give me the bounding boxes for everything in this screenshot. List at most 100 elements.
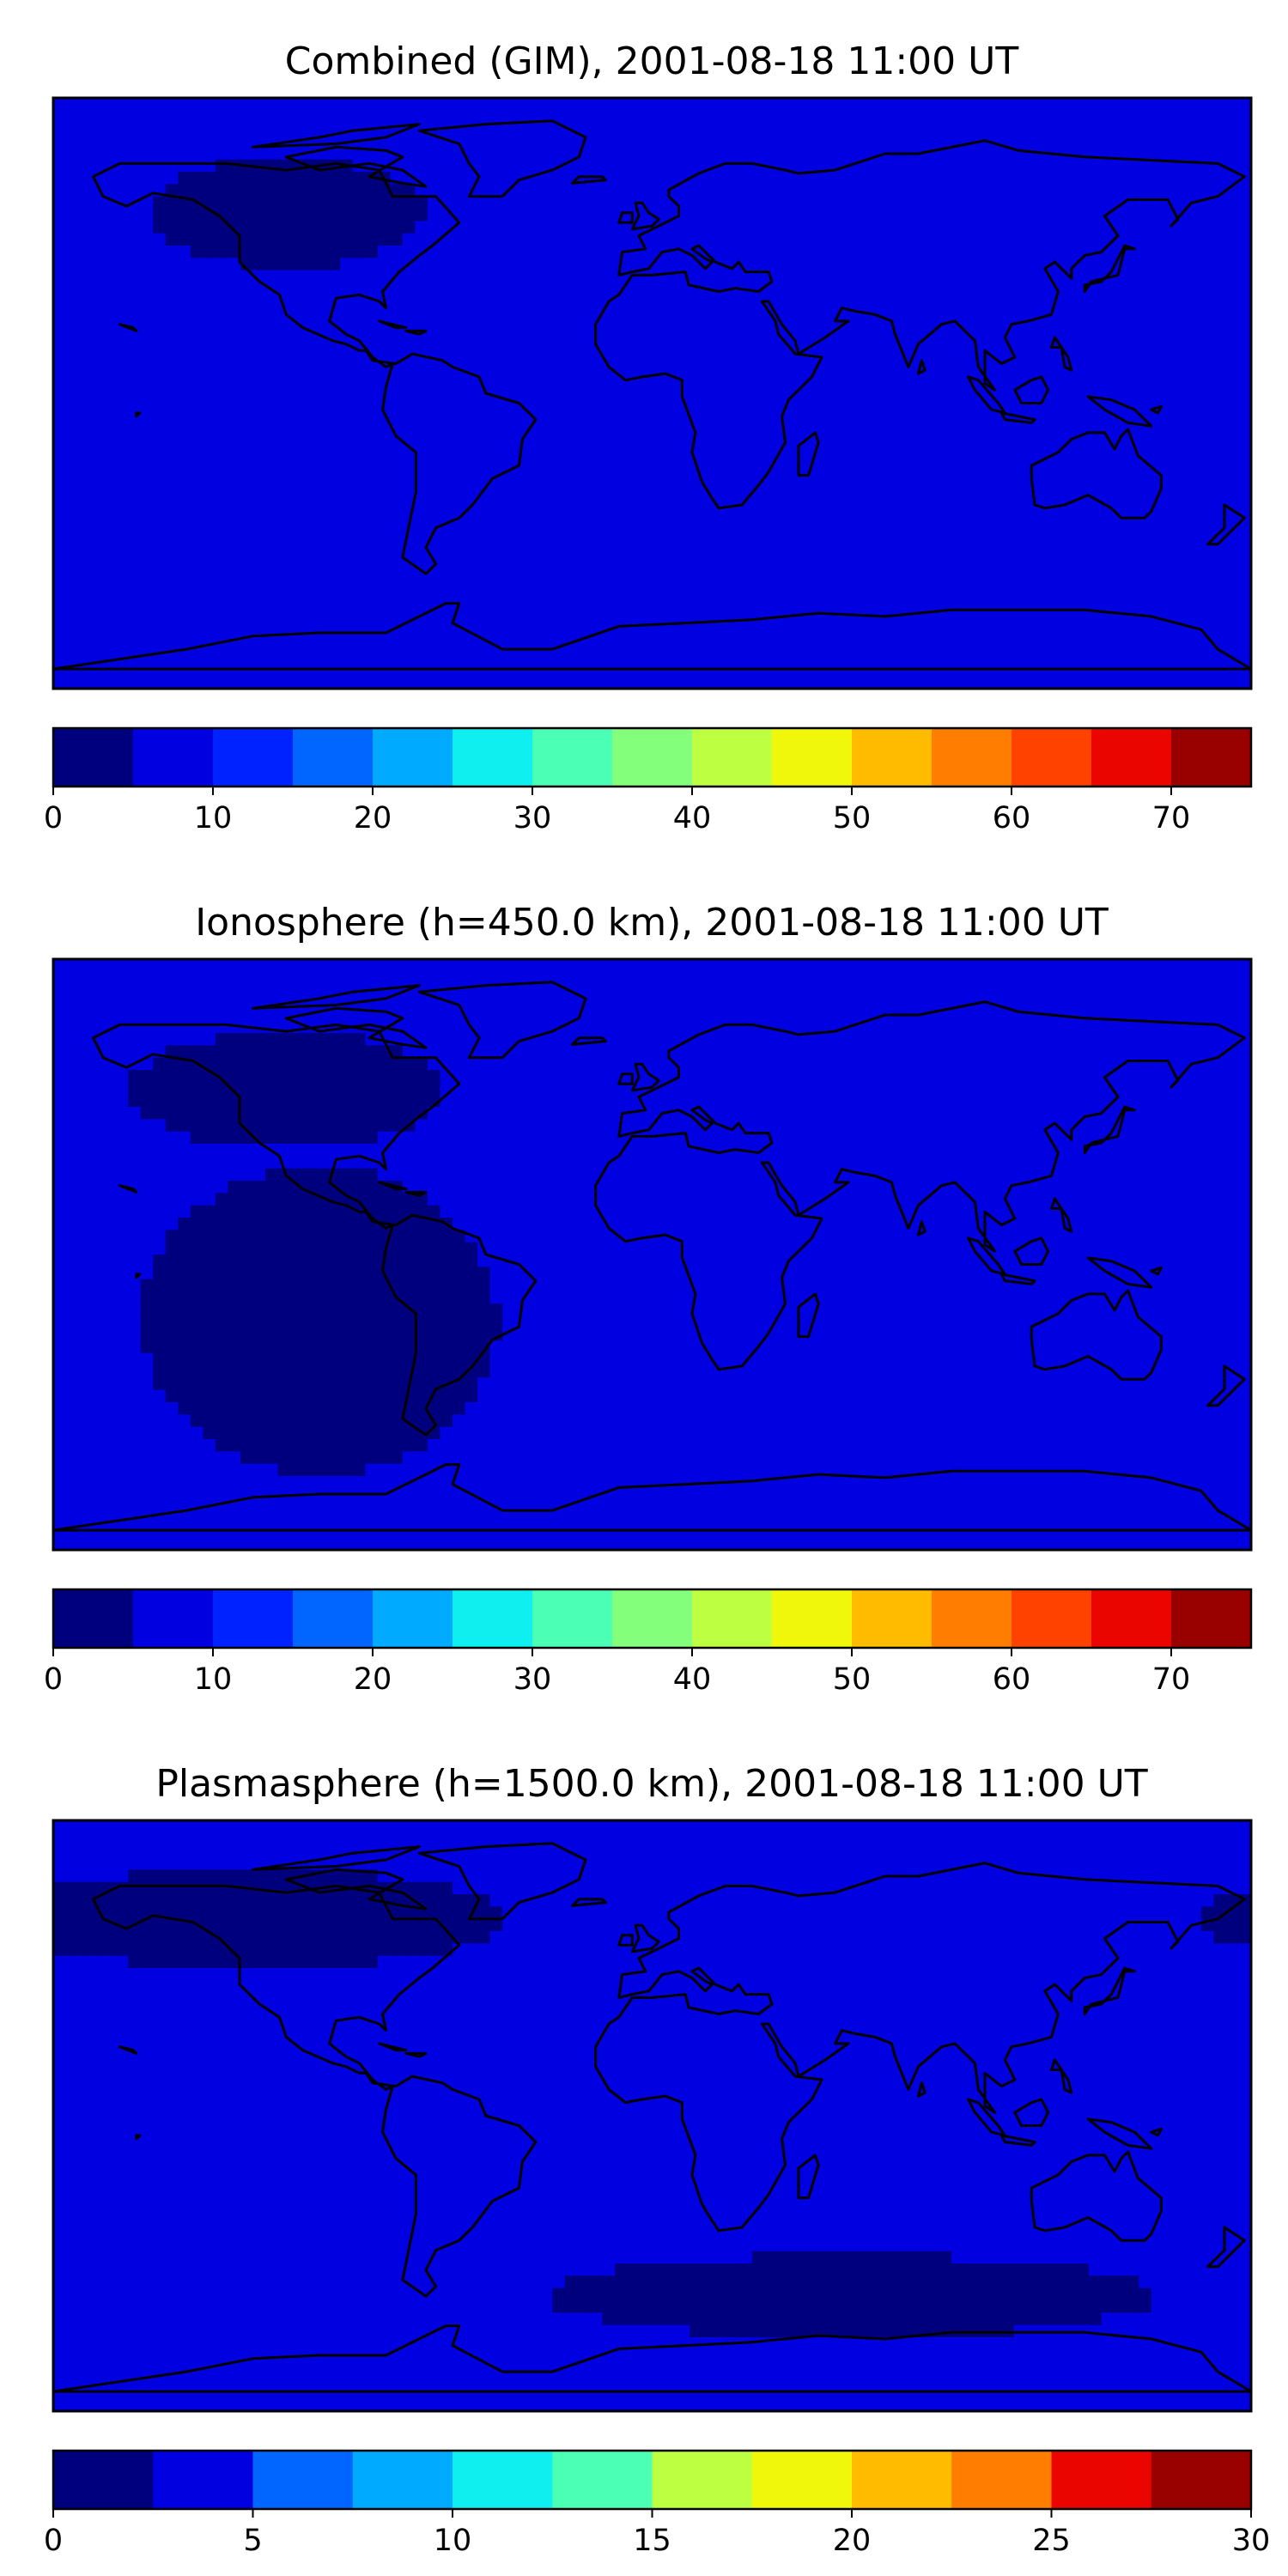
field-cell [801, 233, 816, 246]
field-cell [714, 233, 728, 246]
field-cell [627, 479, 641, 493]
field-cell [352, 319, 366, 332]
field-cell [153, 454, 167, 468]
field-cell [453, 331, 466, 345]
field-cell [1089, 541, 1103, 554]
field-cell [228, 590, 241, 604]
field-cell [53, 258, 67, 271]
field-cell [465, 996, 478, 1009]
field-cell [252, 319, 266, 332]
field-cell [1076, 467, 1090, 480]
field-cell [165, 467, 179, 480]
field-cell [665, 615, 678, 628]
field-cell [240, 454, 254, 468]
field-cell [352, 467, 366, 480]
field-cell [1026, 590, 1040, 604]
field-cell [902, 307, 915, 320]
field-cell [489, 122, 503, 136]
field-cell [552, 652, 566, 665]
field-cell [315, 578, 329, 591]
field-cell [327, 430, 341, 443]
field-cell [514, 467, 528, 480]
field-cell [577, 983, 591, 997]
field-cell [1238, 356, 1251, 369]
field-cell [864, 184, 878, 197]
field-cell [527, 664, 541, 677]
field-cell [228, 430, 241, 443]
field-cell [1051, 319, 1065, 332]
field-cell [90, 319, 104, 332]
field-cell [390, 135, 404, 148]
field-cell [652, 516, 665, 530]
field-cell [427, 159, 441, 173]
field-cell [90, 676, 104, 689]
field-cell [165, 122, 179, 136]
field-cell [1051, 553, 1065, 567]
field-cell [178, 467, 191, 480]
field-cell [65, 405, 79, 419]
field-cell [390, 553, 404, 567]
field-cell [527, 983, 541, 997]
field-cell [951, 98, 965, 111]
field-cell [65, 393, 79, 406]
field-cell [776, 467, 790, 480]
field-cell [602, 221, 616, 234]
field-cell [690, 98, 703, 111]
field-cell [377, 491, 391, 505]
field-cell [702, 295, 715, 308]
field-cell [714, 270, 728, 283]
field-cell [178, 110, 191, 124]
field-cell [340, 578, 354, 591]
field-cell [465, 307, 478, 320]
field-cell [677, 331, 690, 345]
field-cell [153, 147, 167, 161]
coastline [92, 161, 538, 575]
field-cell [252, 110, 266, 124]
field-cell [1064, 590, 1078, 604]
field-cell [564, 246, 578, 258]
field-cell [1163, 319, 1177, 332]
field-cell [789, 578, 803, 591]
field-cell [976, 553, 990, 567]
field-cell [1101, 110, 1115, 124]
field-cell [1089, 307, 1103, 320]
field-cell [240, 430, 254, 443]
field-cell [1139, 172, 1152, 185]
field-cell [453, 652, 466, 665]
field-cell [1213, 110, 1227, 124]
field-cell [864, 283, 878, 295]
field-cell [902, 122, 915, 136]
field-cell [751, 639, 765, 653]
field-cell [315, 283, 329, 295]
field-cell [1225, 639, 1240, 653]
field-cell [453, 590, 466, 604]
field-cell [789, 295, 803, 308]
field-cell [764, 135, 778, 148]
field-cell [839, 652, 853, 665]
field-cell [153, 578, 167, 591]
field-cell [1139, 615, 1152, 628]
field-cell [265, 959, 279, 972]
field-cell [1126, 393, 1139, 406]
field-cell [1188, 295, 1202, 308]
field-cell [377, 233, 391, 246]
field-cell [1139, 110, 1152, 124]
field-cell [789, 98, 803, 111]
field-cell [477, 98, 491, 111]
field-cell [153, 491, 167, 505]
field-cell [1064, 454, 1078, 468]
field-cell [602, 319, 616, 332]
field-cell [277, 233, 291, 246]
field-cell [963, 356, 977, 369]
field-cell [165, 417, 179, 431]
field-cell [702, 491, 715, 505]
field-cell [78, 221, 92, 234]
field-cell [789, 639, 803, 653]
field-cell [652, 246, 665, 258]
field-cell [178, 504, 191, 517]
field-cell [902, 319, 915, 332]
field-cell [215, 565, 229, 579]
field-cell [514, 147, 528, 161]
field-cell [340, 676, 354, 689]
field-cell [877, 627, 890, 641]
